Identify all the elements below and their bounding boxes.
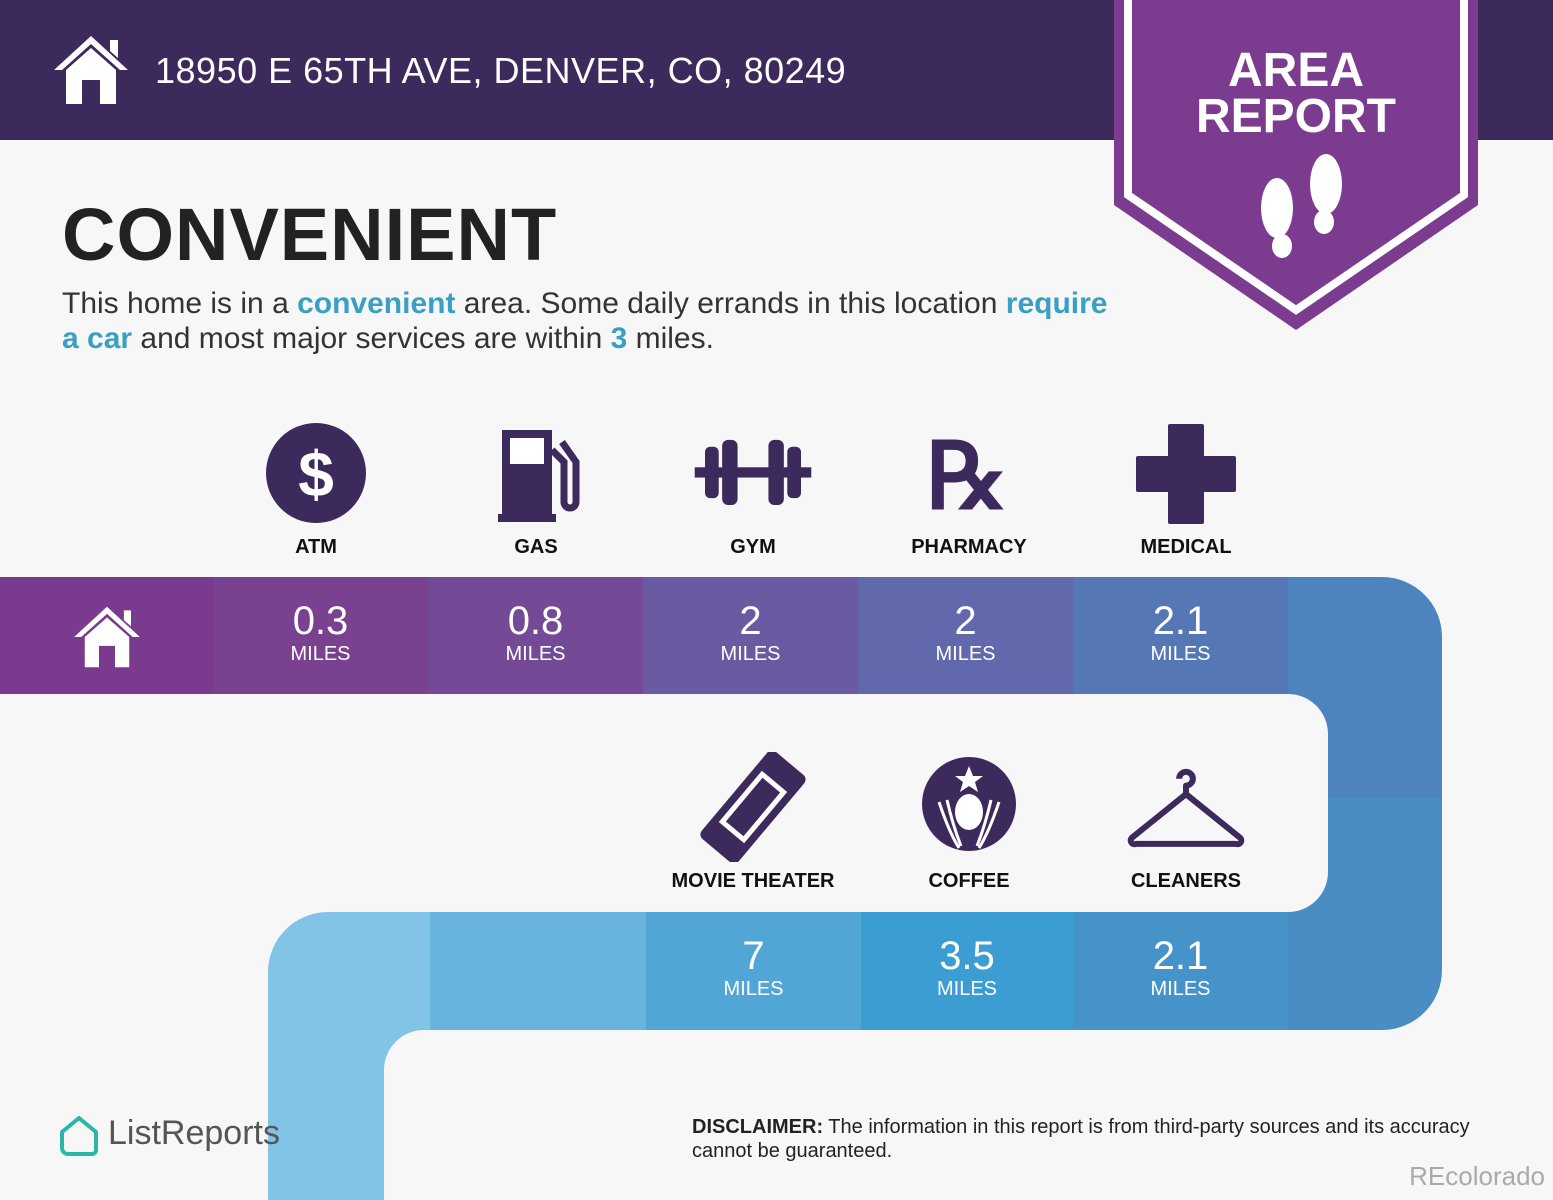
distance-unit: MILES <box>290 643 351 665</box>
distance-pharmacy: 2 MILES <box>858 577 1073 694</box>
distance-value: 7 <box>742 934 765 978</box>
desc-text: This home is in a <box>62 287 298 320</box>
desc-text: and most major services are within <box>132 322 611 355</box>
badge-line-1: AREA <box>1227 44 1364 97</box>
desc-highlight: require a car <box>62 287 1108 355</box>
desc-highlight: 3 <box>610 322 628 355</box>
label-medical: MEDICAL <box>1140 536 1232 558</box>
coffee-logo-icon <box>922 757 1016 851</box>
distance-value: 2.1 <box>1152 934 1209 978</box>
address: 18950 E 65TH AVE, DENVER, CO, 80249 <box>155 50 847 91</box>
distance-unit: MILES <box>1150 978 1211 1000</box>
listreports-brand: ListReports <box>108 1114 280 1152</box>
area-report-badge <box>1114 0 1478 330</box>
distance-movie-theater: 7 MILES <box>646 912 861 1030</box>
distance-value: 0.8 <box>507 599 564 643</box>
distance-gas: 0.8 MILES <box>428 577 643 694</box>
listreports-logo-icon <box>60 1116 98 1156</box>
badge-line-2: REPORT <box>1195 90 1396 143</box>
label-pharmacy: PHARMACY <box>911 536 1027 558</box>
distance-medical: 2.1 MILES <box>1073 577 1288 694</box>
distance-unit: MILES <box>935 643 996 665</box>
label-atm: ATM <box>295 536 337 558</box>
label-coffee: COFFEE <box>928 870 1010 892</box>
distance-coffee: 3.5 MILES <box>861 912 1073 1030</box>
dollar-icon: $ <box>266 423 366 523</box>
distance-unit: MILES <box>720 643 781 665</box>
label-movie-theater: MOVIE THEATER <box>671 870 835 892</box>
gas-pump-icon <box>498 430 580 522</box>
rx-icon: ℞ <box>926 426 1008 528</box>
watermark: REcolorado <box>1409 1161 1545 1191</box>
path-segment <box>430 912 646 1030</box>
desc-highlight: convenient <box>297 287 456 320</box>
distance-unit: MILES <box>505 643 566 665</box>
ticket-icon <box>700 752 806 862</box>
hanger-icon <box>1127 768 1245 848</box>
svg-text:℞: ℞ <box>926 426 1008 528</box>
description: This home is in a convenient area. Some … <box>62 286 1112 356</box>
distance-gym: 2 MILES <box>643 577 858 694</box>
distance-value: 2 <box>739 599 762 643</box>
distance-unit: MILES <box>723 978 784 1000</box>
distance-unit: MILES <box>1150 643 1211 665</box>
distance-atm: 0.3 MILES <box>213 577 428 694</box>
desc-text: miles. <box>627 322 714 355</box>
disclaimer-text: The information in this report is from t… <box>692 1116 1470 1162</box>
label-gas: GAS <box>514 536 558 558</box>
distance-cleaners: 2.1 MILES <box>1073 912 1288 1030</box>
medical-cross-icon <box>1136 424 1236 524</box>
disclaimer: DISCLAIMER: The information in this repo… <box>692 1115 1512 1163</box>
distance-unit: MILES <box>936 978 998 1000</box>
distance-value: 2 <box>954 599 977 643</box>
desc-text: area. Some daily errands in this locatio… <box>455 287 1006 320</box>
home-icon <box>54 36 128 104</box>
svg-text:$: $ <box>298 438 334 510</box>
disclaimer-label: DISCLAIMER: <box>692 1116 824 1138</box>
dumbbell-icon <box>694 439 812 505</box>
label-cleaners: CLEANERS <box>1130 870 1241 892</box>
page-title: CONVENIENT <box>62 193 558 276</box>
home-icon <box>73 606 140 668</box>
footprints-icon <box>1261 154 1342 258</box>
distance-value: 0.3 <box>292 599 349 643</box>
distance-value: 2.1 <box>1152 599 1209 643</box>
home-cell <box>0 577 213 694</box>
distance-value: 3.5 <box>939 934 995 978</box>
label-gym: GYM <box>730 536 776 558</box>
